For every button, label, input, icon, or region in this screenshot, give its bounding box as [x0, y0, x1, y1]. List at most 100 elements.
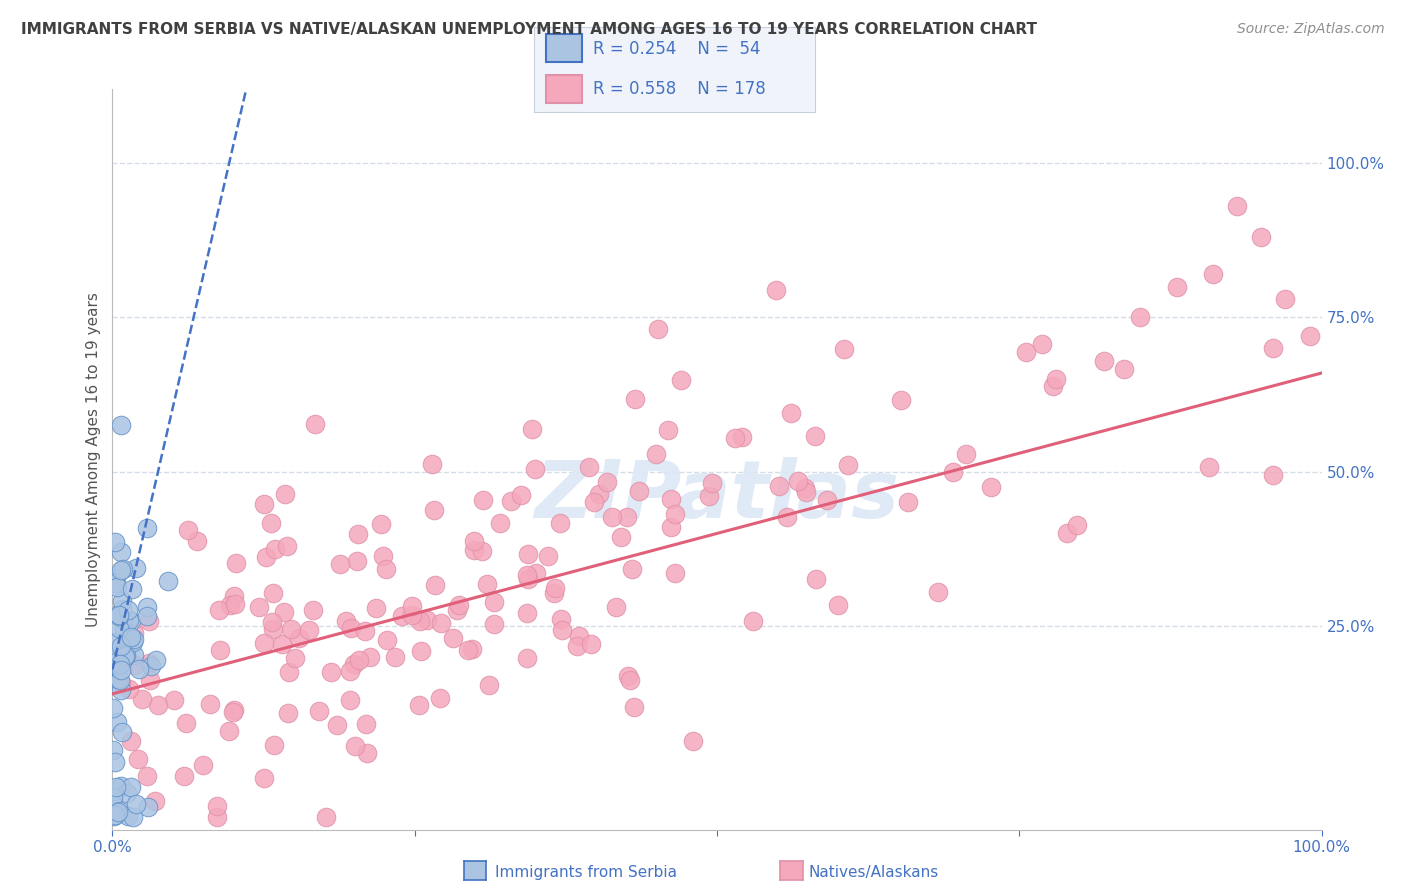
- Point: [103, 804, 125, 818]
- Point: [349, 653, 371, 667]
- Point: [624, 392, 647, 406]
- Point: [346, 554, 368, 568]
- Point: [104, 665, 127, 679]
- Point: [550, 624, 572, 638]
- Point: [1129, 310, 1152, 325]
- Point: [280, 622, 302, 636]
- Point: [409, 614, 432, 628]
- Point: [174, 716, 197, 731]
- Point: [105, 580, 128, 594]
- Point: [682, 734, 704, 748]
- Point: [647, 322, 669, 336]
- Point: [131, 692, 153, 706]
- Point: [110, 779, 132, 793]
- Point: [319, 665, 342, 679]
- Point: [804, 429, 827, 443]
- Point: [101, 701, 124, 715]
- Point: [260, 516, 283, 530]
- Point: [659, 491, 682, 506]
- Point: [806, 572, 828, 586]
- Point: [340, 621, 363, 635]
- Point: [122, 632, 145, 647]
- Point: [416, 613, 439, 627]
- Point: [136, 521, 159, 535]
- Point: [225, 556, 247, 570]
- Point: [568, 629, 591, 643]
- Point: [765, 284, 787, 298]
- Point: [644, 447, 666, 461]
- Point: [423, 578, 446, 592]
- Point: [124, 648, 146, 662]
- Point: [103, 808, 125, 822]
- Point: [326, 718, 349, 732]
- Point: [224, 597, 246, 611]
- Point: [543, 585, 565, 599]
- Point: [193, 757, 215, 772]
- Point: [794, 482, 817, 496]
- Point: [524, 462, 547, 476]
- Point: [111, 612, 134, 626]
- Point: [780, 406, 803, 420]
- Point: [724, 431, 747, 445]
- Point: [264, 542, 287, 557]
- Point: [517, 547, 540, 561]
- Point: [356, 746, 378, 760]
- Point: [138, 614, 160, 628]
- Point: [111, 593, 134, 607]
- Point: [104, 534, 127, 549]
- Point: [104, 780, 127, 795]
- Point: [524, 566, 547, 581]
- Point: [621, 562, 644, 576]
- Point: [942, 465, 965, 479]
- Point: [411, 644, 433, 658]
- Point: [581, 637, 603, 651]
- Point: [516, 607, 538, 621]
- Point: [659, 519, 682, 533]
- Point: [218, 724, 240, 739]
- Point: [173, 769, 195, 783]
- Point: [117, 809, 139, 823]
- Point: [107, 648, 129, 663]
- Point: [1226, 199, 1249, 213]
- Point: [516, 567, 538, 582]
- Point: [110, 418, 132, 433]
- Point: [697, 489, 720, 503]
- Point: [619, 673, 641, 687]
- Point: [262, 622, 284, 636]
- Point: [374, 562, 396, 576]
- Point: [832, 342, 855, 356]
- Point: [110, 563, 132, 577]
- Point: [110, 682, 132, 697]
- Point: [664, 566, 686, 580]
- Point: [837, 458, 859, 473]
- Text: Natives/Alaskans: Natives/Alaskans: [808, 865, 939, 880]
- Point: [343, 739, 366, 753]
- Text: Immigrants from Serbia: Immigrants from Serbia: [495, 865, 676, 880]
- Point: [112, 562, 135, 576]
- Point: [110, 663, 132, 677]
- Point: [484, 617, 506, 632]
- Point: [600, 510, 623, 524]
- Point: [207, 798, 229, 813]
- Point: [284, 651, 307, 665]
- Point: [120, 615, 142, 629]
- Point: [596, 475, 619, 489]
- Point: [446, 603, 468, 617]
- Point: [108, 659, 131, 673]
- Point: [271, 637, 294, 651]
- Point: [377, 632, 399, 647]
- Point: [120, 733, 142, 747]
- Point: [121, 810, 143, 824]
- Point: [104, 808, 127, 822]
- Point: [139, 673, 162, 687]
- Point: [253, 498, 276, 512]
- Point: [273, 605, 295, 619]
- Point: [815, 492, 838, 507]
- Point: [408, 698, 430, 713]
- Point: [138, 656, 160, 670]
- Point: [401, 608, 423, 623]
- Point: [200, 697, 222, 711]
- Point: [105, 714, 128, 729]
- Point: [384, 650, 406, 665]
- Point: [253, 771, 276, 785]
